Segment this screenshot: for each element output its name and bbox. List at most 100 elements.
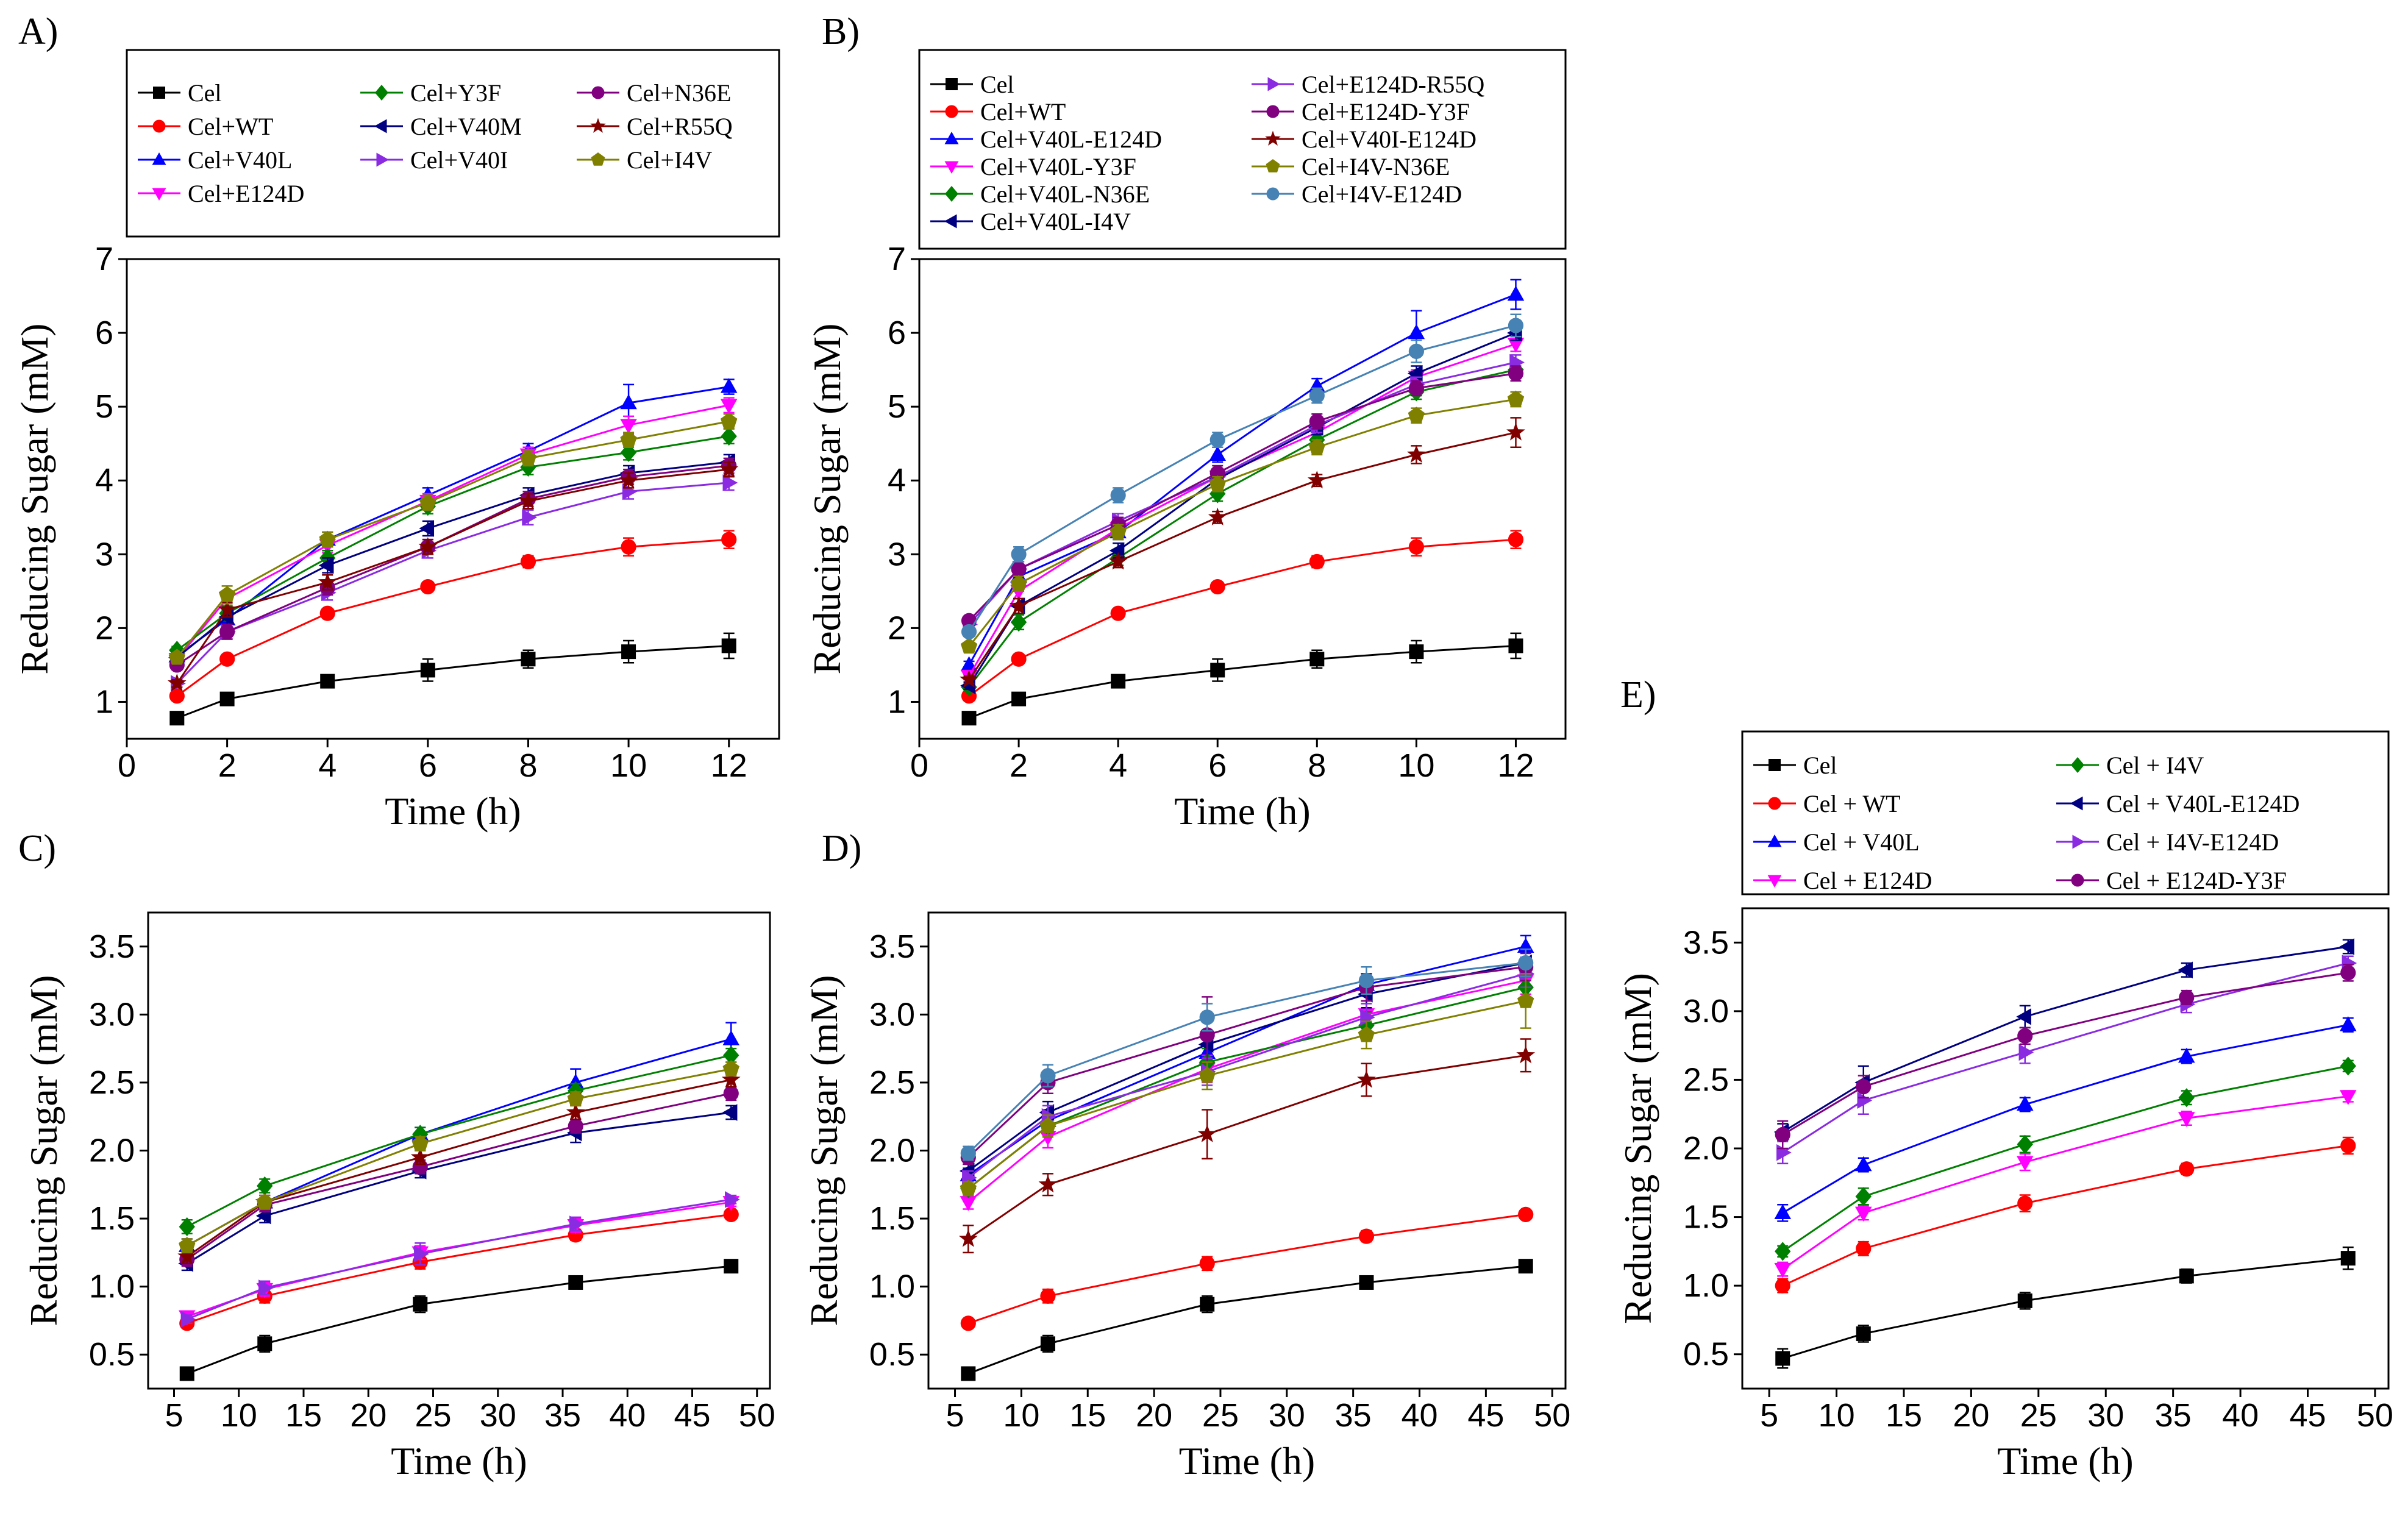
data-point xyxy=(567,1090,584,1106)
series-line xyxy=(186,1092,732,1261)
x-tick-label: 25 xyxy=(1202,1397,1239,1434)
data-point xyxy=(620,431,637,447)
data-point xyxy=(1408,324,1425,340)
series-cel xyxy=(179,1259,739,1381)
data-point xyxy=(169,711,185,726)
data-point xyxy=(1309,553,1325,570)
data-point xyxy=(1199,1256,1215,1272)
x-tick-label: 2 xyxy=(1010,747,1028,784)
legend-label: Cel xyxy=(188,79,222,107)
data-point xyxy=(410,1147,430,1165)
y-tick-label: 1.5 xyxy=(1683,1199,1729,1236)
series-line xyxy=(1782,1023,2349,1214)
series-line xyxy=(967,1000,1526,1190)
data-point xyxy=(2178,961,2193,979)
legend-label: Cel + I4V-E124D xyxy=(2106,828,2279,856)
legend: CelCel+WTCel+V40L-E124DCel+V40L-Y3FCel+V… xyxy=(918,49,1567,250)
legend-frame xyxy=(1741,730,2390,895)
legend-item-cel: Cel xyxy=(930,71,1014,98)
legend-marker xyxy=(1266,105,1280,118)
series-cel xyxy=(961,1259,1533,1381)
data-point xyxy=(411,1134,429,1151)
series-line xyxy=(967,1213,1526,1325)
series-cel-v40l-y3f xyxy=(960,335,1525,685)
series-line xyxy=(967,980,1526,1203)
x-tick-label: 5 xyxy=(1760,1397,1778,1434)
legend-marker xyxy=(152,188,166,201)
legend-item-cel-e124d-y3f: Cel+E124D-Y3F xyxy=(1252,98,1470,126)
y-tick-label: 7 xyxy=(95,241,113,277)
legend-label: Cel + E124D xyxy=(1803,867,1932,894)
data-point xyxy=(1856,1326,1871,1341)
y-tick-label: 1.5 xyxy=(89,1200,135,1237)
data-point xyxy=(721,532,737,547)
data-point xyxy=(960,1180,977,1196)
data-point xyxy=(1209,578,1225,595)
x-tick-label: 30 xyxy=(480,1397,516,1434)
legend-marker xyxy=(945,105,958,118)
data-point xyxy=(722,474,738,491)
x-tick-label: 25 xyxy=(2020,1397,2057,1434)
y-tick-label: 1.0 xyxy=(869,1269,915,1305)
series-line xyxy=(176,482,729,685)
data-point xyxy=(961,1366,976,1381)
data-point xyxy=(168,649,186,665)
x-tick-label: 15 xyxy=(285,1397,322,1434)
y-tick-label: 2.0 xyxy=(89,1133,135,1169)
panel-letter: E) xyxy=(1620,674,1656,716)
data-point xyxy=(519,449,537,466)
series-cel-i4v-e124d xyxy=(1776,955,2357,1165)
data-point xyxy=(1011,561,1027,577)
data-point xyxy=(619,471,638,489)
x-tick-label: 20 xyxy=(1953,1397,1989,1434)
data-point xyxy=(2017,1028,2033,1044)
x-tick-label: 35 xyxy=(1335,1397,1372,1434)
series-cel-v40i-e124d xyxy=(958,1038,1536,1254)
data-point xyxy=(219,651,235,667)
data-point xyxy=(1040,1068,1056,1084)
x-tick-label: 6 xyxy=(1208,747,1227,784)
legend-marker xyxy=(2071,874,2084,887)
legend-label: Cel+V40L xyxy=(188,146,292,174)
panel-d: D) 5 10 15 20 25 30 35 40 45 50 0.5 1.0 1.5 2.0 2.5 3.0 3… xyxy=(802,828,1570,1482)
data-point xyxy=(1110,487,1126,504)
legend-marker xyxy=(944,132,959,144)
x-axis-label: Time (h) xyxy=(391,1439,527,1482)
legend-item-cel: Cel xyxy=(1753,752,1837,779)
data-point xyxy=(2339,1090,2357,1105)
data-point xyxy=(2179,989,2195,1005)
data-point xyxy=(1408,407,1425,423)
data-point xyxy=(722,1104,738,1121)
data-point xyxy=(960,669,978,688)
series-cel-n36e xyxy=(179,1086,739,1267)
legend-marker xyxy=(1767,835,1782,847)
series-cel-wt xyxy=(169,530,737,704)
data-point xyxy=(1307,471,1327,489)
legend-label: Cel+V40I xyxy=(410,146,508,174)
x-tick-label: 10 xyxy=(1818,1397,1855,1434)
data-point xyxy=(723,1206,739,1222)
data-point xyxy=(419,494,436,510)
data-point xyxy=(179,1366,194,1381)
legend-marker xyxy=(944,214,957,229)
series-cel-wt xyxy=(1775,1136,2356,1294)
data-point xyxy=(960,1315,976,1331)
data-point xyxy=(1517,992,1534,1008)
plot-frame xyxy=(918,258,1567,740)
data-point xyxy=(1408,343,1424,359)
data-point xyxy=(1040,1288,1056,1304)
legend-item-cel-v40m: Cel+V40M xyxy=(360,113,522,140)
legend-label: Cel+WT xyxy=(980,98,1066,126)
legend-label: Cel+Y3F xyxy=(410,79,501,107)
y-tick-label: 3.0 xyxy=(89,996,135,1033)
series-line xyxy=(176,644,729,719)
legend-frame xyxy=(918,49,1567,250)
data-point xyxy=(1774,1262,1792,1278)
series-cel-e124d-y3f xyxy=(1775,964,2356,1150)
x-tick-label: 0 xyxy=(910,747,928,784)
data-point xyxy=(318,557,334,574)
data-point xyxy=(519,491,538,510)
data-point xyxy=(1775,1126,1790,1143)
series-line xyxy=(176,404,729,660)
